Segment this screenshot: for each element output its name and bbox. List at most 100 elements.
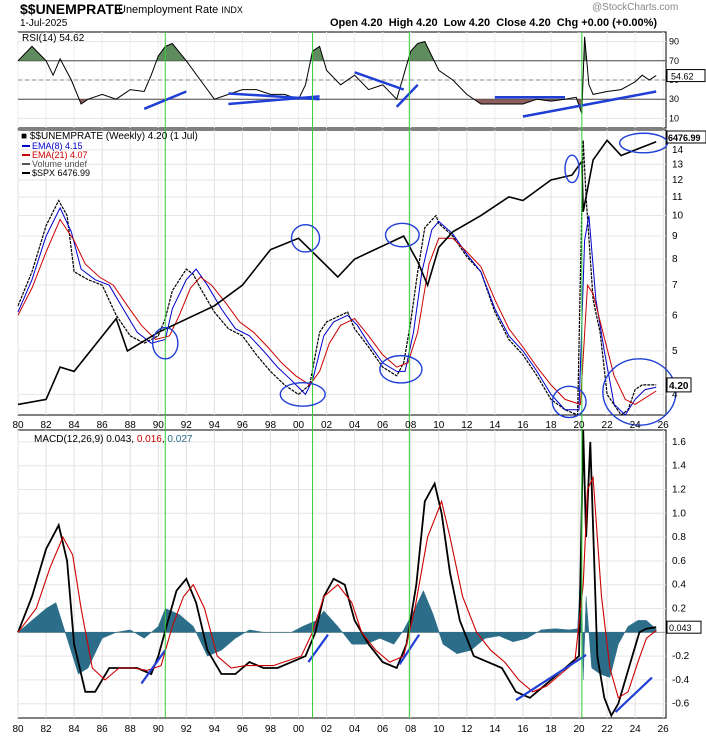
legend-entry: $SPX 6476.99	[32, 168, 90, 178]
price-series-unemprate	[17, 140, 657, 416]
chart-date: 1-Jul-2025	[20, 18, 68, 29]
x-tick-label: 98	[265, 420, 277, 431]
x-tick-label: 04	[349, 724, 361, 735]
rsi-last-value-box	[666, 69, 706, 83]
macd-title-part: ,	[162, 434, 168, 445]
rsi-trendline	[395, 83, 419, 108]
x-tick-label: 04	[349, 420, 361, 431]
macd-series-macd	[17, 429, 657, 718]
panel-frames	[17, 31, 667, 719]
x-tick-label: 82	[40, 420, 52, 431]
annotation-circle	[379, 354, 423, 384]
x-tick-label: 14	[489, 724, 501, 735]
x-tick-label: 88	[125, 724, 137, 735]
price-tick-label: 8	[672, 254, 678, 265]
macd-tick-label: 1.4	[672, 461, 686, 472]
macd-panel	[17, 429, 666, 718]
rsi-tick-label: 30	[669, 94, 679, 104]
annotation-layer	[151, 32, 677, 718]
rsi-line	[17, 36, 657, 114]
chart-name: Unemployment Rate INDX	[118, 4, 243, 16]
price-tick-label: 4	[672, 389, 678, 400]
macd-trendline	[614, 676, 653, 713]
macd-tick-label: -0.4	[672, 675, 690, 686]
x-tick-label: 12	[461, 724, 473, 735]
x-tick-label: 86	[97, 724, 109, 735]
x-tick-label: 98	[265, 724, 277, 735]
price-title: ■ $$UNEMPRATE (Weekly) 4.20 (1 Jul)	[21, 131, 198, 142]
x-tick-label: 00	[293, 724, 305, 735]
price-tick-label: 10	[672, 211, 684, 222]
price-tick-label: 13	[672, 159, 684, 170]
macd-tick-label: 1.6	[672, 437, 686, 448]
macd-trendline	[140, 649, 167, 685]
macd-last-value-box	[666, 620, 702, 634]
rsi-tick-label: 70	[669, 56, 679, 66]
annotation-circle	[564, 154, 580, 184]
x-tick-label: 94	[209, 724, 221, 735]
legend-entry: EMA(8) 4.15	[32, 141, 83, 151]
rsi-title: RSI(14) 54.62	[22, 33, 85, 44]
macd-last-value-label: 0.043	[669, 623, 692, 633]
x-tick-label: 84	[69, 724, 81, 735]
x-tick-label: 02	[321, 420, 333, 431]
macd-trendline	[515, 654, 587, 702]
x-tick-label: 18	[545, 420, 557, 431]
rsi-tick-label: 10	[669, 113, 679, 123]
x-tick-label: 14	[489, 420, 501, 431]
macd-tick-label: 1.2	[672, 485, 686, 496]
macd-tick-label: 0.4	[672, 580, 686, 591]
x-tick-label: 24	[630, 724, 642, 735]
x-tick-label: 92	[181, 724, 193, 735]
x-tick-label: 94	[209, 420, 221, 431]
x-tick-label: 24	[630, 420, 642, 431]
price-tick-label: 5	[672, 346, 678, 357]
macd-tick-label: -0.2	[672, 651, 690, 662]
legend-entry: Volume undef	[32, 159, 88, 169]
price-tick-label: 11	[672, 192, 683, 203]
price-tick-label: 14	[672, 145, 684, 156]
x-tick-label: 80	[12, 420, 24, 431]
price-series-ema8	[17, 206, 657, 416]
brand-watermark: @StockCharts.com	[592, 2, 679, 13]
rsi-overbought-fill	[18, 36, 587, 61]
macd-title: MACD(12,26,9) 0.043, 0.016, 0.027	[34, 434, 193, 445]
spx-last-value-box	[666, 130, 706, 144]
x-tick-label: 90	[153, 420, 165, 431]
price-tick-label: 7	[672, 280, 678, 291]
x-tick-label: 22	[602, 420, 614, 431]
macd-tick-label: 0.8	[672, 532, 686, 543]
x-tick-label: 10	[433, 724, 445, 735]
x-tick-label: 82	[40, 724, 52, 735]
x-tick-label: 80	[12, 724, 24, 735]
quote-line: Open 4.20 High 4.20 Low 4.20 Close 4.20 …	[330, 17, 658, 29]
rsi-trendline	[354, 71, 405, 91]
spx-last-value-label: 6476.99	[668, 133, 701, 143]
x-tick-label: 06	[377, 420, 389, 431]
x-tick-label: 88	[125, 420, 137, 431]
macd-histogram	[17, 560, 657, 680]
macd-trendline	[307, 634, 329, 663]
x-tick-label: 12	[461, 420, 473, 431]
axis-labels: 1030507090RSI(14) 54.6254.62456789101112…	[12, 33, 706, 735]
rsi-trendline	[228, 95, 320, 106]
x-tick-label: 84	[69, 420, 81, 431]
price-tick-label: 9	[672, 231, 678, 242]
rsi-oversold-fill	[18, 99, 657, 114]
annotation-circle	[290, 223, 321, 253]
price-tick-label: 6	[672, 310, 678, 321]
macd-title-part: 0.027	[167, 434, 192, 445]
macd-tick-label: 1.0	[672, 508, 686, 519]
x-tick-label: 16	[517, 420, 529, 431]
rsi-last-value-label: 54.62	[671, 72, 694, 82]
price-tick-label: 12	[672, 175, 684, 186]
x-tick-label: 06	[377, 724, 389, 735]
x-tick-label: 18	[545, 724, 557, 735]
price-last-value-box	[666, 377, 692, 393]
x-tick-label: 20	[573, 724, 585, 735]
x-tick-label: 92	[181, 420, 193, 431]
annotation-circle	[151, 326, 179, 360]
x-tick-label: 20	[573, 420, 585, 431]
x-tick-label: 08	[405, 420, 417, 431]
